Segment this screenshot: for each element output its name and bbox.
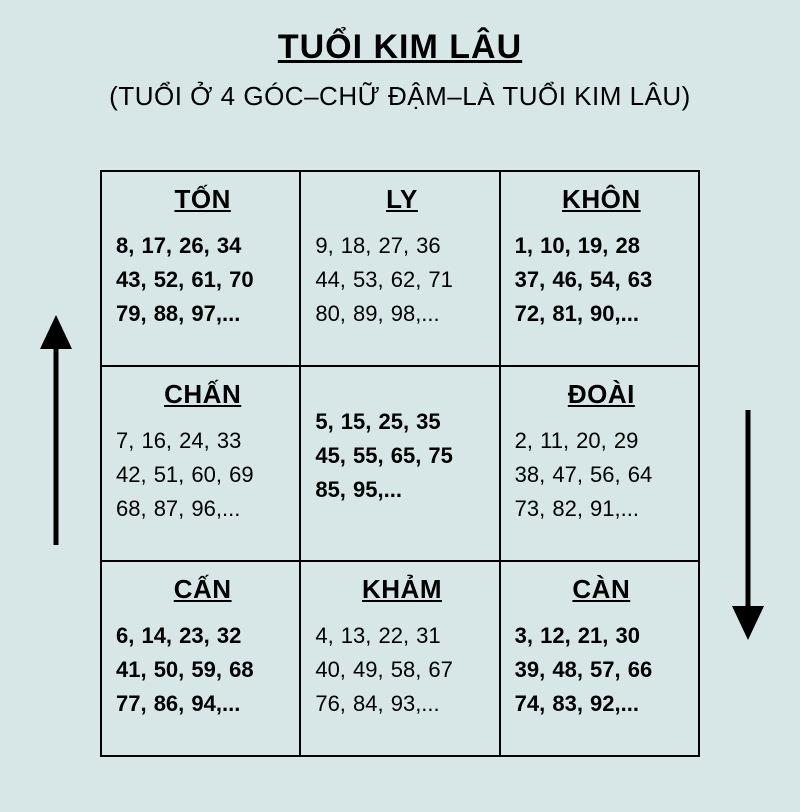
cell-kham: KHẢM 4, 13, 22, 31 40, 49, 58, 67 76, 84…: [300, 561, 499, 756]
cell-center: 5, 15, 25, 35 45, 55, 65, 75 85, 95,...: [300, 366, 499, 561]
cell-numbers: 9, 18, 27, 36 44, 53, 62, 71 80, 89, 98,…: [315, 229, 488, 331]
cell-header: KHÔN: [515, 184, 688, 215]
cell-chan: CHẤN 7, 16, 24, 33 42, 51, 60, 69 68, 87…: [101, 366, 300, 561]
cell-numbers: 3, 12, 21, 30 39, 48, 57, 66 74, 83, 92,…: [515, 619, 688, 721]
cell-numbers: 2, 11, 20, 29 38, 47, 56, 64 73, 82, 91,…: [515, 424, 688, 526]
cell-header: TỐN: [116, 184, 289, 215]
cell-ton: TỐN 8, 17, 26, 34 43, 52, 61, 70 79, 88,…: [101, 171, 300, 366]
cell-numbers: 5, 15, 25, 35 45, 55, 65, 75 85, 95,...: [315, 379, 488, 507]
cell-header: CẤN: [116, 574, 289, 605]
page-subtitle: (TUỔI Ở 4 GÓC–CHỮ ĐẬM–LÀ TUỔI KIM LÂU): [0, 81, 800, 112]
arrow-down-icon: [726, 400, 770, 640]
cell-numbers: 7, 16, 24, 33 42, 51, 60, 69 68, 87, 96,…: [116, 424, 289, 526]
cell-header: CHẤN: [116, 379, 289, 410]
cell-header: CÀN: [515, 574, 688, 605]
cell-khon: KHÔN 1, 10, 19, 28 37, 46, 54, 63 72, 81…: [500, 171, 699, 366]
cell-ly: LY 9, 18, 27, 36 44, 53, 62, 71 80, 89, …: [300, 171, 499, 366]
cell-numbers: 4, 13, 22, 31 40, 49, 58, 67 76, 84, 93,…: [315, 619, 488, 721]
cell-can2: CÀN 3, 12, 21, 30 39, 48, 57, 66 74, 83,…: [500, 561, 699, 756]
cell-numbers: 8, 17, 26, 34 43, 52, 61, 70 79, 88, 97,…: [116, 229, 289, 331]
cell-header: LY: [315, 184, 488, 215]
cell-header: KHẢM: [315, 574, 488, 605]
cell-numbers: 6, 14, 23, 32 41, 50, 59, 68 77, 86, 94,…: [116, 619, 289, 721]
cell-can: CẤN 6, 14, 23, 32 41, 50, 59, 68 77, 86,…: [101, 561, 300, 756]
page-title: TUỔI KIM LÂU: [0, 0, 800, 67]
cell-header: ĐOÀI: [515, 379, 688, 410]
cell-numbers: 1, 10, 19, 28 37, 46, 54, 63 72, 81, 90,…: [515, 229, 688, 331]
cell-doai: ĐOÀI 2, 11, 20, 29 38, 47, 56, 64 73, 82…: [500, 366, 699, 561]
arrow-up-icon: [34, 315, 78, 555]
kim-lau-grid: TỐN 8, 17, 26, 34 43, 52, 61, 70 79, 88,…: [100, 170, 700, 757]
